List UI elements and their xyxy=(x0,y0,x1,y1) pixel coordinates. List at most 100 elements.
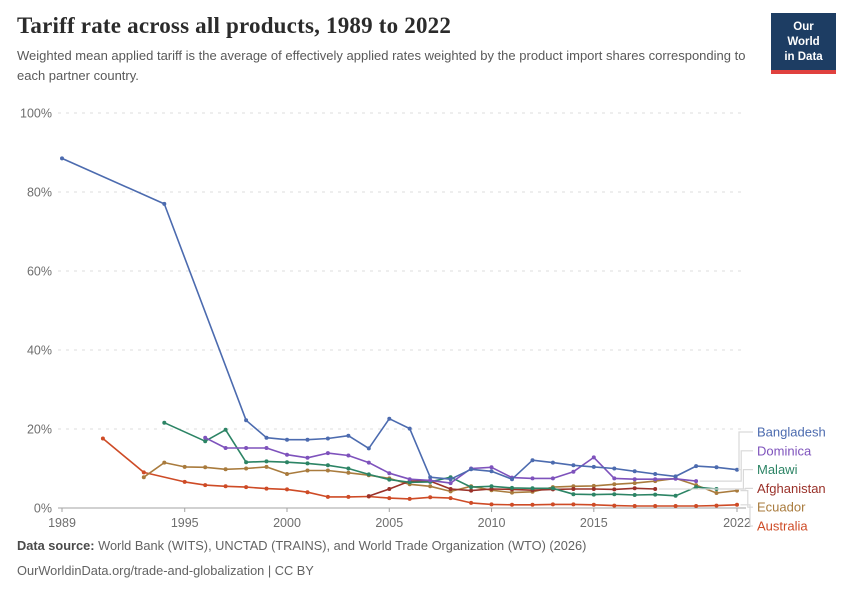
data-point[interactable] xyxy=(203,465,208,470)
data-point[interactable] xyxy=(469,485,474,490)
data-point[interactable] xyxy=(591,492,596,497)
data-point[interactable] xyxy=(632,493,637,497)
data-point[interactable] xyxy=(264,486,269,491)
data-point[interactable] xyxy=(448,487,453,491)
data-point[interactable] xyxy=(162,460,167,465)
data-point[interactable] xyxy=(489,465,494,470)
data-point[interactable] xyxy=(632,486,637,491)
data-point[interactable] xyxy=(673,493,678,498)
data-point[interactable] xyxy=(387,496,392,501)
data-point[interactable] xyxy=(591,487,596,491)
series-line-bangladesh[interactable] xyxy=(61,157,738,480)
data-point[interactable] xyxy=(428,495,433,500)
data-point[interactable] xyxy=(735,502,739,507)
legend-label-afghanistan[interactable]: Afghanistan xyxy=(757,481,826,496)
data-point[interactable] xyxy=(305,490,310,495)
data-point[interactable] xyxy=(632,504,637,508)
data-point[interactable] xyxy=(530,476,535,481)
data-point[interactable] xyxy=(162,420,167,425)
data-point[interactable] xyxy=(182,464,187,469)
data-point[interactable] xyxy=(162,201,167,206)
data-point[interactable] xyxy=(550,502,555,507)
data-point[interactable] xyxy=(510,490,514,495)
data-point[interactable] xyxy=(141,470,146,475)
data-point[interactable] xyxy=(182,479,187,484)
data-point[interactable] xyxy=(714,503,719,508)
data-point[interactable] xyxy=(244,460,249,465)
data-point[interactable] xyxy=(530,486,535,491)
data-point[interactable] xyxy=(305,437,310,442)
data-point[interactable] xyxy=(448,477,453,482)
data-point[interactable] xyxy=(694,479,699,484)
data-point[interactable] xyxy=(571,469,576,474)
data-point[interactable] xyxy=(489,469,494,474)
legend-label-australia[interactable]: Australia xyxy=(757,519,808,534)
data-point[interactable] xyxy=(346,470,351,475)
series-line-australia[interactable] xyxy=(102,437,738,507)
data-point[interactable] xyxy=(632,477,637,482)
data-point[interactable] xyxy=(448,481,453,486)
data-point[interactable] xyxy=(407,426,412,431)
owid-logo[interactable]: Our World in Data xyxy=(771,13,836,74)
data-point[interactable] xyxy=(428,478,433,483)
data-point[interactable] xyxy=(530,502,535,507)
legend-label-ecuador[interactable]: Ecuador xyxy=(757,500,806,515)
data-point[interactable] xyxy=(530,458,535,463)
data-point[interactable] xyxy=(60,156,64,161)
data-point[interactable] xyxy=(223,484,228,489)
data-point[interactable] xyxy=(346,494,351,499)
data-point[interactable] xyxy=(264,446,269,450)
data-point[interactable] xyxy=(653,504,658,508)
legend-label-dominica[interactable]: Dominica xyxy=(757,443,812,458)
data-point[interactable] xyxy=(612,492,617,497)
data-point[interactable] xyxy=(428,475,433,480)
data-point[interactable] xyxy=(264,459,269,464)
data-point[interactable] xyxy=(571,492,576,497)
data-point[interactable] xyxy=(591,464,596,469)
data-point[interactable] xyxy=(285,487,289,492)
data-point[interactable] xyxy=(612,466,617,471)
data-point[interactable] xyxy=(325,468,330,473)
data-point[interactable] xyxy=(141,475,146,480)
data-point[interactable] xyxy=(325,451,330,456)
data-point[interactable] xyxy=(632,469,637,474)
data-point[interactable] xyxy=(612,503,617,508)
data-point[interactable] xyxy=(305,468,310,473)
data-point[interactable] xyxy=(244,418,249,423)
legend-label-bangladesh[interactable]: Bangladesh xyxy=(757,425,826,440)
data-point[interactable] xyxy=(387,477,392,482)
data-point[interactable] xyxy=(653,472,658,476)
data-point[interactable] xyxy=(673,504,678,508)
data-point[interactable] xyxy=(510,477,514,482)
data-point[interactable] xyxy=(244,485,249,490)
data-point[interactable] xyxy=(366,494,371,499)
data-point[interactable] xyxy=(714,491,719,495)
data-point[interactable] xyxy=(510,502,514,507)
data-point[interactable] xyxy=(469,467,474,472)
data-point[interactable] xyxy=(407,477,412,482)
data-point[interactable] xyxy=(632,481,637,486)
data-point[interactable] xyxy=(571,463,576,468)
data-point[interactable] xyxy=(653,487,658,491)
legend-label-malawi[interactable]: Malawi xyxy=(757,462,798,477)
data-point[interactable] xyxy=(591,455,596,460)
data-point[interactable] xyxy=(285,472,289,476)
data-point[interactable] xyxy=(366,446,371,451)
data-point[interactable] xyxy=(285,460,289,465)
data-point[interactable] xyxy=(387,471,392,476)
data-point[interactable] xyxy=(673,474,678,479)
data-point[interactable] xyxy=(203,435,208,440)
data-point[interactable] xyxy=(264,464,269,469)
data-point[interactable] xyxy=(571,487,576,491)
data-point[interactable] xyxy=(448,496,453,501)
data-point[interactable] xyxy=(469,500,474,505)
data-point[interactable] xyxy=(612,476,617,481)
data-point[interactable] xyxy=(694,464,699,469)
data-point[interactable] xyxy=(550,476,555,481)
data-point[interactable] xyxy=(366,472,371,477)
data-point[interactable] xyxy=(653,492,658,497)
data-point[interactable] xyxy=(550,486,555,491)
data-point[interactable] xyxy=(346,453,351,458)
data-point[interactable] xyxy=(510,485,514,490)
